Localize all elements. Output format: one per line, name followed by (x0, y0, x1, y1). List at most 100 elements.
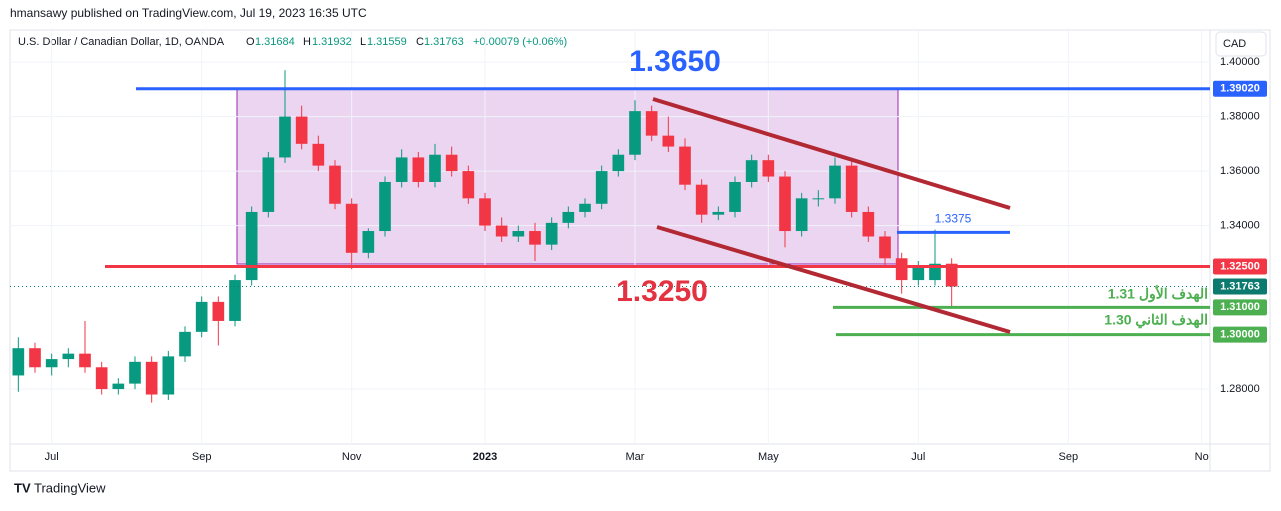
channel-upper (652, 97, 1011, 210)
candle-body (195, 301, 208, 332)
currency-button[interactable] (1215, 31, 1267, 57)
candle-body (929, 263, 941, 281)
brand: TradingView (34, 480, 106, 495)
candle-body (345, 203, 358, 253)
h-value: 1.31932 (312, 36, 352, 48)
x-tick-label: Mar (626, 451, 645, 463)
candle-body (45, 359, 58, 368)
candle-body (229, 280, 241, 321)
y-tick-label: 1.36000 (1220, 165, 1260, 177)
candle-body (279, 116, 291, 158)
level-label: 1.31000 (1220, 301, 1260, 313)
level-label-box (1213, 258, 1267, 275)
candle-body (945, 263, 958, 287)
currency[interactable]: CAD (1223, 38, 1246, 50)
candle-body (145, 361, 158, 395)
candle-body (712, 211, 725, 215)
candle-body (629, 111, 641, 155)
candle-body (362, 231, 375, 253)
c-label: C (416, 36, 424, 48)
x-tick-label: Sep (1059, 451, 1079, 463)
l-label: L (360, 36, 366, 48)
target-label: 1.3375 (935, 212, 972, 226)
candle-body (745, 160, 758, 182)
level-label: 1.39020 (1220, 83, 1260, 95)
candle-body (445, 154, 458, 172)
candle-body (912, 266, 925, 281)
candle-body (512, 231, 525, 237)
candle-body (779, 176, 791, 232)
candle-body (695, 184, 708, 215)
level-label: 1.32500 (1220, 260, 1260, 272)
candle-body (729, 181, 741, 212)
annotation: 1.3250 (616, 275, 708, 308)
y-tick-label: 1.28000 (1220, 383, 1260, 395)
candle-body (12, 348, 25, 376)
x-tick-label: Jul (45, 451, 59, 463)
candle-body (662, 135, 675, 147)
o-value: 1.31684 (255, 36, 295, 48)
level-label-box (1213, 299, 1267, 316)
candle-body (295, 116, 308, 144)
annotation: 1.3650 (629, 45, 721, 78)
x-tick-label: Sep (192, 451, 212, 463)
l-value: 1.31559 (367, 36, 407, 48)
candle-body (79, 353, 91, 368)
x-tick-label: Jul (911, 451, 925, 463)
candle-body (829, 165, 841, 199)
chart-frame (9, 29, 1271, 472)
candle-body (645, 111, 658, 136)
candle-body (112, 383, 125, 390)
candle-body (895, 258, 908, 281)
o-label: O (246, 36, 255, 48)
candle-body (429, 154, 441, 182)
y-tick-label: 1.40000 (1220, 56, 1260, 68)
publisher: hmansawy published on TradingView.com, J… (10, 6, 367, 20)
c-value: 1.31763 (424, 36, 464, 48)
annotation: الهدف الأول 1.31 (1108, 285, 1208, 303)
candle-body (879, 236, 891, 259)
level-label-box (1213, 326, 1267, 343)
candle-body (495, 225, 508, 237)
candle-body (595, 171, 608, 204)
candle-body (95, 367, 108, 390)
candle-body (262, 157, 275, 212)
candle-body (762, 160, 775, 177)
candle-body (795, 198, 808, 232)
logo: TV (14, 480, 31, 495)
last-price-label: 1.31763 (1220, 280, 1260, 292)
change: +0.00079 (+0.06%) (473, 36, 567, 48)
candle-body (329, 165, 341, 204)
candle-body (412, 157, 425, 182)
candle-body (379, 181, 391, 232)
ohlc-legend: O 1.31684 H 1.31932 L 1.31559 C 1.31763 … (246, 36, 567, 48)
y-tick-label: 1.38000 (1220, 110, 1260, 122)
y-tick-label: 1.34000 (1220, 219, 1260, 231)
candle-body (162, 356, 175, 395)
x-tick-label: May (758, 451, 779, 463)
symbol: U.S. Dollar / Canadian Dollar, 1D, OANDA (18, 36, 225, 48)
candle-body (562, 211, 575, 223)
candle-body (845, 165, 858, 212)
candle-body (312, 143, 325, 166)
candle-body (812, 198, 825, 200)
level-label: 1.30000 (1220, 328, 1260, 340)
x-tick-label: No (1195, 451, 1209, 463)
candle-body (395, 157, 408, 182)
candle-body (129, 361, 141, 384)
candle-body (62, 353, 75, 360)
level-label-box (1213, 80, 1267, 97)
candle-body (679, 146, 691, 185)
h-label: H (303, 36, 311, 48)
candle-body (29, 348, 41, 368)
annotation: الهدف الثاني 1.30 (1104, 312, 1208, 329)
channel-lower (656, 225, 1011, 334)
candle-body (179, 331, 191, 357)
candle-body (462, 171, 475, 199)
candle-body (545, 222, 558, 245)
candle-body (479, 198, 491, 226)
candle-body (245, 211, 258, 281)
candle-body (579, 203, 591, 212)
